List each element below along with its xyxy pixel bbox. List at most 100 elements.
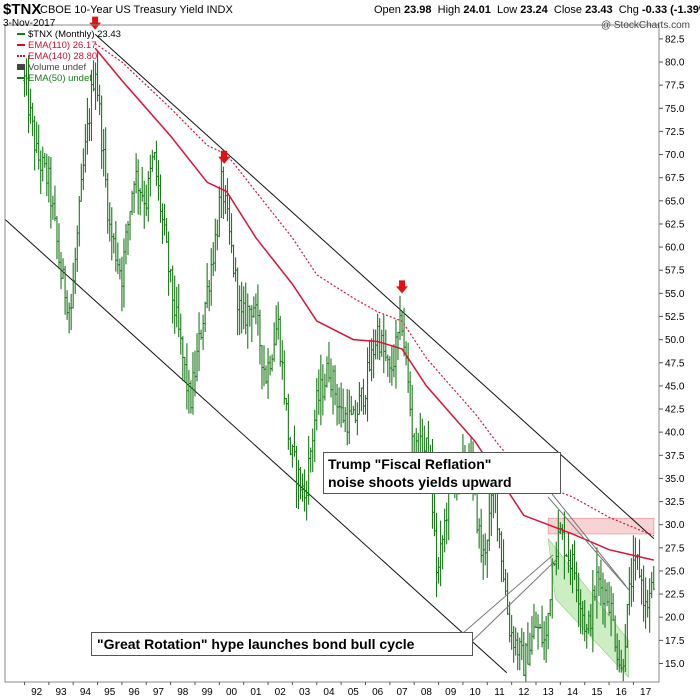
x-tick-label: 02 (275, 687, 287, 698)
trump-callout-leader (551, 493, 627, 587)
legend-ema110: EMA(110) 26.17 (17, 41, 96, 51)
legend-swatch (17, 77, 25, 80)
y-tick-label: 75.0 (665, 104, 685, 115)
legend-volume: Volume undef (17, 63, 86, 73)
plot-frame (4, 24, 660, 683)
red-down-arrow-icon (218, 150, 231, 164)
trump-callout-leader (547, 496, 630, 591)
y-tick-label: 52.5 (665, 312, 685, 323)
y-tick-label: 25.0 (665, 566, 685, 577)
x-tick-label: 14 (567, 687, 579, 698)
green-falling-channel (547, 537, 629, 679)
chg-label: Chg (618, 4, 639, 16)
x-tick-label: 96 (129, 687, 141, 698)
legend-ema140: EMA(140) 28.80 (17, 52, 97, 62)
rotation-callout-leader (461, 559, 557, 652)
x-tick-label: 05 (348, 687, 360, 698)
x-tick-label: 93 (55, 687, 67, 698)
x-tick-label: 99 (202, 687, 214, 698)
great-rotation-callout: "Great Rotation" hype launches bond bull… (91, 632, 473, 656)
x-tick-label: 95 (104, 687, 116, 698)
legend-price-text: $TNX (Monthly) 23.43 (28, 29, 121, 40)
rotation-callout-leader (462, 554, 554, 634)
y-tick-label: 37.5 (665, 451, 685, 462)
y-tick-label: 45.0 (665, 381, 685, 392)
legend-swatch (17, 55, 25, 58)
callout-leaders (461, 493, 630, 652)
y-tick-label: 55.0 (665, 289, 685, 300)
y-tick-label: 77.5 (665, 81, 685, 92)
ohlc-readout: Open 23.98 High 24.01 Low 23.24 Close 23… (374, 4, 700, 16)
x-tick-label: 16 (616, 687, 628, 698)
y-tick-label: 62.5 (665, 219, 685, 230)
x-tick-label: 92 (31, 687, 43, 698)
legend-swatch (17, 64, 25, 71)
x-tick-label: 00 (226, 687, 238, 698)
x-tick-label: 04 (323, 687, 335, 698)
x-tick-label: 08 (421, 687, 433, 698)
y-tick-label: 70.0 (665, 150, 685, 161)
x-tick-label: 11 (494, 687, 505, 698)
open-value: 23.98 (403, 4, 432, 16)
trump-reflation-callout: Trump "Fiscal Reflation" noise shoots yi… (323, 452, 561, 494)
red-down-arrow-icon (89, 16, 102, 30)
close-label: Close (553, 4, 583, 16)
y-tick-label: 20.0 (665, 613, 685, 624)
y-tick-label: 47.5 (665, 358, 685, 369)
y-tick-label: 65.0 (665, 196, 685, 207)
y-tick-label: 17.5 (665, 636, 685, 647)
x-tick-label: 09 (445, 687, 457, 698)
x-tick-label: 06 (372, 687, 384, 698)
ticker-symbol: $TNX (3, 1, 42, 18)
x-tick-label: 97 (153, 687, 165, 698)
legend-ema140-text: EMA(140) 28.80 (28, 51, 98, 62)
y-tick-label: 80.0 (665, 58, 685, 69)
low-label: Low (496, 4, 518, 16)
high-value: 24.01 (463, 4, 491, 16)
legend-volume-text: Volume undef (28, 62, 87, 73)
legend-swatch (17, 33, 25, 36)
lower-channel-line (4, 218, 508, 674)
low-value: 23.24 (520, 4, 548, 16)
legend-ema50: EMA(50) undef (17, 74, 92, 84)
open-label: Open (374, 4, 401, 16)
y-tick-label: 60.0 (665, 243, 685, 254)
stockcharts-credit: @ StockCharts.com (600, 20, 690, 31)
ema110-line (94, 47, 655, 561)
y-tick-label: 22.5 (665, 590, 685, 601)
x-tick-label: 98 (177, 687, 189, 698)
peak-arrows (89, 16, 409, 294)
high-label: High (437, 4, 461, 16)
trump-callout-line-2: noise shoots yields upward (328, 474, 512, 490)
y-tick-label: 82.5 (665, 34, 685, 45)
axes: 82.5 80.0 77.5 75.0 72.5 70.0 67.5 65.0 62.5 60.0… (4, 24, 685, 698)
y-tick-label: 27.5 (665, 543, 685, 554)
x-tick-label: 07 (396, 687, 408, 698)
trump-callout-line-1: Trump "Fiscal Reflation" (328, 456, 492, 472)
x-tick-label: 10 (470, 687, 482, 698)
red-down-arrow-icon (396, 280, 409, 294)
x-tick-label: 15 (591, 687, 603, 698)
y-tick-label: 15.0 (665, 659, 685, 670)
instrument-name: CBOE 10-Year US Treasury Yield INDX (40, 4, 233, 16)
chart-date: 3-Nov-2017 (3, 18, 56, 29)
y-tick-label: 67.5 (665, 173, 685, 184)
legend-swatch (17, 44, 25, 47)
y-tick-label: 32.5 (665, 497, 685, 508)
x-tick-label: 17 (640, 687, 652, 698)
close-value: 23.43 (585, 4, 613, 16)
x-tick-label: 13 (543, 687, 555, 698)
legend-price: $TNX (Monthly) 23.43 (17, 30, 121, 40)
chg-value: -0.33 (-1.39%) (641, 4, 700, 16)
y-tick-label: 30.0 (665, 520, 685, 531)
x-tick-label: 01 (250, 687, 262, 698)
y-tick-label: 57.5 (665, 266, 685, 277)
x-tick-label: 03 (299, 687, 311, 698)
x-tick-label: 94 (80, 687, 92, 698)
legend-ema50-text: EMA(50) undef (28, 73, 92, 84)
y-tick-label: 35.0 (665, 474, 685, 485)
x-tick-label: 12 (518, 687, 530, 698)
y-tick-label: 40.0 (665, 428, 685, 439)
y-tick-label: 50.0 (665, 335, 685, 346)
